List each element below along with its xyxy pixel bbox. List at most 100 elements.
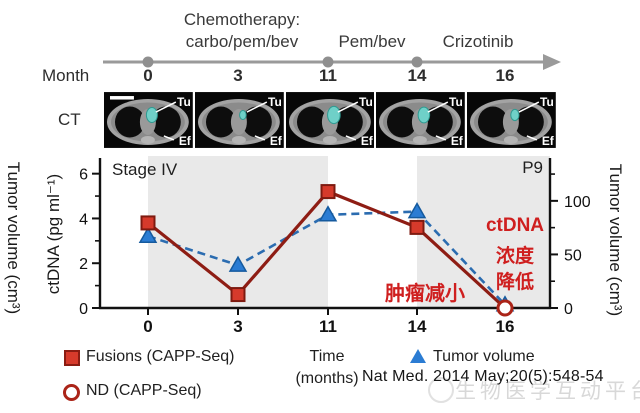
watermark: 生物医学互动平台 (455, 380, 640, 403)
phase-chemo-line2: carbo/pem/bev (185, 32, 299, 51)
timeline-dot-month14 (411, 56, 423, 68)
month-tick-3: 3 (233, 66, 243, 85)
ct-scan-image: Tu Ef (467, 92, 556, 148)
timeline-arrow (103, 54, 561, 70)
x-tick-label: 14 (408, 317, 427, 335)
fusions-square-marker (320, 184, 336, 200)
ct-tumor-highlight (238, 110, 247, 120)
ct-spine (140, 135, 155, 144)
ct-row-label: CT (58, 110, 81, 129)
legend-fusions-marker-icon (64, 350, 80, 366)
ct-tumor-pointer (337, 101, 358, 113)
legend-tumor-marker-icon (410, 349, 426, 363)
ct-scan-image: Tu Ef (376, 92, 466, 148)
ct-effusion-text: Ef (270, 134, 283, 148)
annotation-tumor-shrink: 肿瘤减小 (385, 283, 465, 305)
x-axis-title-line2: (months) (295, 370, 359, 387)
ct-effusion-pointer (254, 135, 265, 141)
ct-effusion-pointer (345, 135, 356, 141)
ct-left-lung (478, 106, 509, 138)
ct-spine (231, 135, 246, 144)
x-tick-label: 16 (496, 317, 515, 335)
ct-tumor-pointer (427, 101, 449, 113)
right-tick-label: 0 (564, 301, 573, 318)
annotation-ctdna-line2: 浓度 (495, 246, 534, 267)
ct-right-lung (150, 106, 181, 138)
watermark-logo-icon (428, 377, 454, 403)
annotation-ctdna-line1: ctDNA (485, 215, 545, 236)
left-tick-label: 0 (79, 301, 88, 318)
ct-effusion-text: Ef (360, 134, 373, 148)
legend-fusions-label: Fusions (CAPP-Seq) (86, 348, 235, 365)
left-tick-label: 2 (79, 256, 88, 273)
ct-right-lung (514, 106, 545, 138)
ct-right-lung (423, 106, 454, 138)
ct-tumor-highlight (510, 108, 520, 122)
annotation-ctdna-line3: 降低 (495, 272, 534, 293)
ct-scale-bar (109, 96, 134, 100)
fusions-square-marker (230, 287, 246, 303)
ct-tumor-text: Tu (359, 95, 373, 109)
patient-label: P9 (522, 158, 543, 177)
fusions-square-marker (140, 215, 156, 231)
ct-spine (322, 135, 337, 144)
ct-effusion-text: Ef (451, 134, 464, 148)
ct-left-lung (296, 106, 327, 138)
ct-effusion-text: Ef (542, 134, 555, 148)
stage-label: Stage IV (112, 160, 178, 179)
ct-effusion-pointer (435, 135, 447, 141)
legend-nd-label: ND (CAPP-Seq) (86, 382, 202, 399)
month-tick-16: 16 (495, 66, 515, 85)
ct-tumor-text: Tu (540, 95, 554, 109)
phase-chemo-line1: Chemotherapy: (183, 10, 301, 29)
ct-left-lung (205, 106, 236, 138)
nd-open-circle-marker (496, 299, 514, 317)
ct-tumor-pointer (246, 101, 267, 113)
ct-spine (504, 135, 519, 144)
month-tick-14: 14 (407, 66, 427, 85)
ct-scan-image: Tu Ef (194, 92, 284, 148)
tumor-triangle-marker (138, 226, 158, 243)
timeline-dot-month0 (142, 56, 154, 68)
ct-left-lung (387, 106, 418, 138)
phase-pembev: Pem/bev (338, 32, 406, 51)
ct-tumor-highlight (145, 107, 158, 123)
line-chart: 0 2 4 6 0 50 100 0 3 11 14 16 (79, 156, 591, 335)
ct-effusion-pointer (163, 135, 175, 141)
month-row-label: Month (42, 66, 90, 85)
ct-scan-image: Tu Ef (104, 92, 193, 148)
tumor-triangle-marker (228, 255, 248, 272)
x-tick-label: 11 (319, 317, 337, 335)
x-axis-title-line1: Time (309, 348, 345, 365)
citation: Nat Med. 2014 May;20(5):548-54 (362, 368, 604, 385)
right-tick-label: 50 (564, 247, 582, 264)
legend-nd-marker-icon (63, 384, 80, 401)
ct-spine (413, 135, 428, 144)
ct-left-lung (114, 106, 145, 138)
ct-tumor-text: Tu (268, 95, 282, 109)
x-tick-label: 0 (143, 317, 152, 335)
ct-scan-strip: Tu Ef Tu Ef Tu Ef Tu Ef Tu Ef (104, 92, 556, 148)
left-tick-label: 6 (79, 167, 88, 184)
ct-right-lung (241, 106, 272, 138)
ct-effusion-text: Ef (179, 134, 192, 148)
left-outer-axis-title: Tumor volume (cm³) (4, 161, 23, 315)
ct-tumor-pointer (155, 101, 177, 113)
ct-scan-image: Tu Ef (285, 92, 375, 148)
ct-tumor-text: Tu (449, 95, 463, 109)
month-tick-0: 0 (143, 66, 153, 85)
ct-tumor-pointer (518, 101, 540, 113)
legend-tumor-label: Tumor volume (433, 348, 535, 365)
fusions-square-marker (409, 219, 425, 235)
month-tick-11: 11 (319, 66, 337, 85)
x-tick-label: 3 (233, 317, 242, 335)
ct-tumor-highlight (326, 105, 341, 125)
ct-tumor-highlight (418, 106, 431, 124)
right-tick-label: 100 (564, 194, 591, 211)
left-tick-label: 4 (79, 211, 88, 228)
right-axis-title: Tumor volume (cm³) (606, 163, 625, 317)
tumor-triangle-marker (407, 202, 427, 219)
phase-crizotinib: Crizotinib (442, 32, 514, 51)
ct-effusion-pointer (526, 135, 538, 141)
